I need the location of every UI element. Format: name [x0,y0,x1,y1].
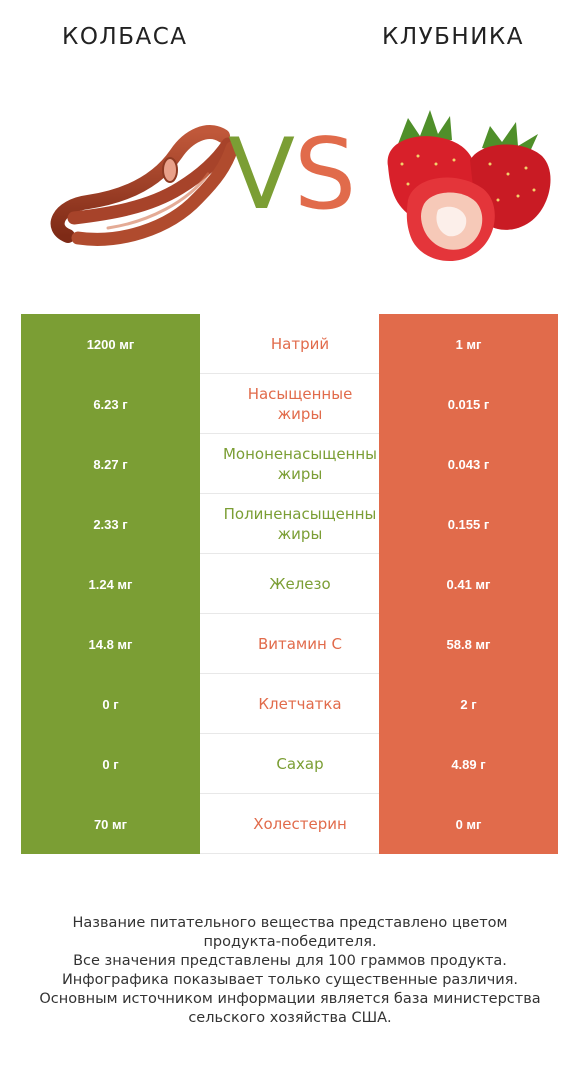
right-value: 2 г [379,674,558,734]
right-value: 0.015 г [379,374,558,434]
nutrient-label-line: Сахар [276,754,324,773]
nutrient-label-line: Холестерин [253,814,347,833]
footnote: Название питательного вещества представл… [0,914,580,1028]
nutrient-label-line: Витамин C [257,634,343,653]
nutrient-label-line: жиры [277,524,323,543]
table-row: 0 г Сахар 4.89 г [21,734,558,794]
footnote-line: Название питательного вещества представл… [72,915,508,931]
nutrient-label: Витамин C [200,614,400,674]
left-value: 2.33 г [21,494,200,554]
footnote-line: Основным источником информации является … [39,991,541,1007]
right-value: 0 мг [379,794,558,854]
nutrient-label-line: жиры [277,464,323,483]
left-value: 1.24 мг [21,554,200,614]
nutrient-label: Полиненасыщенны жиры [200,494,400,554]
right-value: 0.41 мг [379,554,558,614]
left-value: 1200 мг [21,314,200,374]
nutrient-label: Мононенасыщенны жиры [200,434,400,494]
left-value: 0 г [21,674,200,734]
footnote-line: Инфографика показывает только существенн… [61,972,519,988]
left-value: 8.27 г [21,434,200,494]
right-value: 4.89 г [379,734,558,794]
table-row: 8.27 г Мононенасыщенны жиры 0.043 г [21,434,558,494]
strawberry-image [387,110,551,262]
nutrient-label: Насыщенные жиры [200,374,400,434]
footnote-line: Все значения представлены для 100 граммо… [73,953,507,969]
table-row: 2.33 г Полиненасыщенны жиры 0.155 г [21,494,558,554]
left-value: 6.23 г [21,374,200,434]
nutrient-label: Сахар [200,734,400,794]
nutrient-label: Клетчатка [200,674,400,734]
right-product-title: КЛУБНИКА [382,24,524,50]
vs-letter-s: S [294,118,357,232]
nutrient-label-line: Насыщенные [247,384,353,403]
right-value: 1 мг [379,314,558,374]
table-row: 1.24 мг Железо 0.41 мг [21,554,558,614]
nutrient-label-line: Железо [269,574,331,593]
table-row: 70 мг Холестерин 0 мг [21,794,558,854]
nutrient-label-line: Клетчатка [258,694,342,713]
right-value: 0.155 г [379,494,558,554]
table-row: 0 г Клетчатка 2 г [21,674,558,734]
nutrient-label-line: Натрий [270,334,330,353]
table-row: 6.23 г Насыщенные жиры 0.015 г [21,374,558,434]
table-row: 1200 мг Натрий 1 мг [21,314,558,374]
footnote-line: продукта-победителя. [203,934,377,950]
table-row: 14.8 мг Витамин C 58.8 мг [21,614,558,674]
sausage-image [50,125,239,246]
nutrient-label-line: Полиненасыщенны [223,504,377,523]
vs-letter-v: V [228,118,296,232]
footnote-line: сельского хозяйства США. [188,1010,392,1026]
right-value: 0.043 г [379,434,558,494]
left-product-title: КОЛБАСА [62,24,188,50]
left-value: 0 г [21,734,200,794]
nutrient-label: Натрий [200,314,400,374]
left-value: 70 мг [21,794,200,854]
nutrient-label: Холестерин [200,794,400,854]
nutrient-label: Железо [200,554,400,614]
nutrient-label-line: Мононенасыщенны [222,444,378,463]
nutrient-label-line: жиры [277,404,323,423]
right-value: 58.8 мг [379,614,558,674]
left-value: 14.8 мг [21,614,200,674]
comparison-table: 1200 мг Натрий 1 мг 6.23 г Насыщенные жиры 0.0… [21,314,558,854]
